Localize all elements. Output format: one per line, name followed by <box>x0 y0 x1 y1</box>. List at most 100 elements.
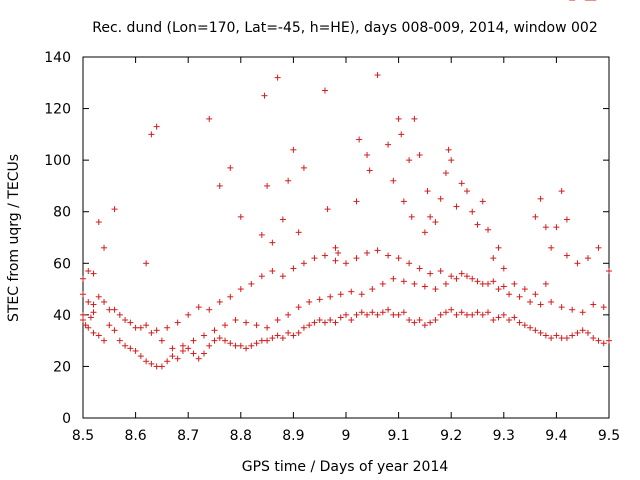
data-point <box>190 337 197 344</box>
data-point <box>521 322 528 329</box>
data-point <box>548 244 555 251</box>
data-point <box>437 311 444 318</box>
data-point <box>174 355 181 362</box>
data-point <box>369 309 376 316</box>
data-point <box>85 324 92 331</box>
data-point <box>211 327 218 334</box>
data-point <box>295 304 302 311</box>
data-point <box>264 324 271 331</box>
data-point <box>453 311 460 318</box>
data-point <box>206 342 213 349</box>
data-point <box>421 283 428 290</box>
data-point <box>469 275 476 282</box>
data-point <box>274 74 281 81</box>
data-point <box>537 301 544 308</box>
data-point <box>137 324 144 331</box>
data-point <box>248 280 255 287</box>
data-point <box>495 314 502 321</box>
data-point <box>258 273 265 280</box>
data-point <box>511 280 518 287</box>
y-tick-label: 100 <box>44 153 71 169</box>
x-tick-label: 9.1 <box>387 428 409 444</box>
data-point <box>490 255 497 262</box>
data-point <box>132 324 139 331</box>
data-point <box>190 350 197 357</box>
data-point <box>595 337 602 344</box>
data-point <box>143 260 150 267</box>
data-point <box>332 257 339 264</box>
data-point <box>216 182 223 189</box>
data-point <box>379 280 386 287</box>
data-point <box>390 311 397 318</box>
data-point <box>285 329 292 336</box>
data-point <box>542 224 549 231</box>
x-tick-label: 8.8 <box>230 428 252 444</box>
data-point <box>101 337 108 344</box>
y-tick-label: 0 <box>62 411 71 427</box>
data-point <box>356 136 363 143</box>
data-point <box>584 329 591 336</box>
axis-ticks: 8.5 8.6 8.7 8.8 8.9 9 9.1 9.2 9.3 9.4 9.5 0 20 40 60 80… <box>44 50 620 444</box>
data-point <box>243 345 250 352</box>
data-point <box>364 151 371 158</box>
data-point <box>253 340 260 347</box>
data-point <box>227 293 234 300</box>
x-tick-label: 9.3 <box>493 428 515 444</box>
data-point <box>358 291 365 298</box>
data-point <box>158 363 165 370</box>
data-point <box>442 309 449 316</box>
data-point <box>490 317 497 324</box>
data-point <box>553 224 560 231</box>
data-point <box>463 273 470 280</box>
data-point <box>343 260 349 267</box>
data-points <box>80 0 612 370</box>
data-point <box>274 332 281 339</box>
data-point <box>506 291 513 298</box>
data-point <box>479 311 486 318</box>
data-point <box>148 131 155 138</box>
data-point <box>253 322 260 329</box>
data-point <box>300 324 307 331</box>
data-point <box>406 260 413 267</box>
data-point <box>411 115 418 122</box>
data-point <box>563 252 570 259</box>
data-point <box>558 335 565 342</box>
data-point <box>400 309 407 316</box>
data-point <box>87 314 94 321</box>
data-point <box>211 337 218 344</box>
data-point <box>416 265 423 272</box>
data-point <box>269 335 276 342</box>
data-point <box>216 298 223 305</box>
data-point <box>421 229 428 236</box>
data-point <box>574 329 581 336</box>
data-point <box>158 337 165 344</box>
data-point <box>442 280 449 287</box>
x-tick-label: 9.4 <box>545 428 567 444</box>
data-point <box>527 298 534 305</box>
data-point <box>264 182 271 189</box>
data-point <box>337 291 344 298</box>
data-point <box>321 252 328 259</box>
data-point <box>574 260 581 267</box>
y-tick-label: 80 <box>53 205 71 221</box>
data-point <box>458 270 465 277</box>
data-point <box>353 255 360 262</box>
data-point <box>424 188 431 195</box>
data-point <box>327 317 334 324</box>
data-point <box>179 342 186 349</box>
data-point <box>516 319 523 326</box>
data-point <box>563 216 570 223</box>
data-point <box>400 198 407 205</box>
data-point <box>427 319 434 326</box>
data-point <box>495 244 502 251</box>
data-point <box>127 345 134 352</box>
data-point <box>532 327 539 334</box>
x-tick-label: 9.5 <box>598 428 620 444</box>
data-point <box>274 317 281 324</box>
data-point <box>584 255 591 262</box>
data-point <box>258 337 265 344</box>
data-point <box>532 291 539 298</box>
data-point <box>95 219 102 226</box>
data-point <box>474 309 481 316</box>
data-point <box>500 311 507 318</box>
